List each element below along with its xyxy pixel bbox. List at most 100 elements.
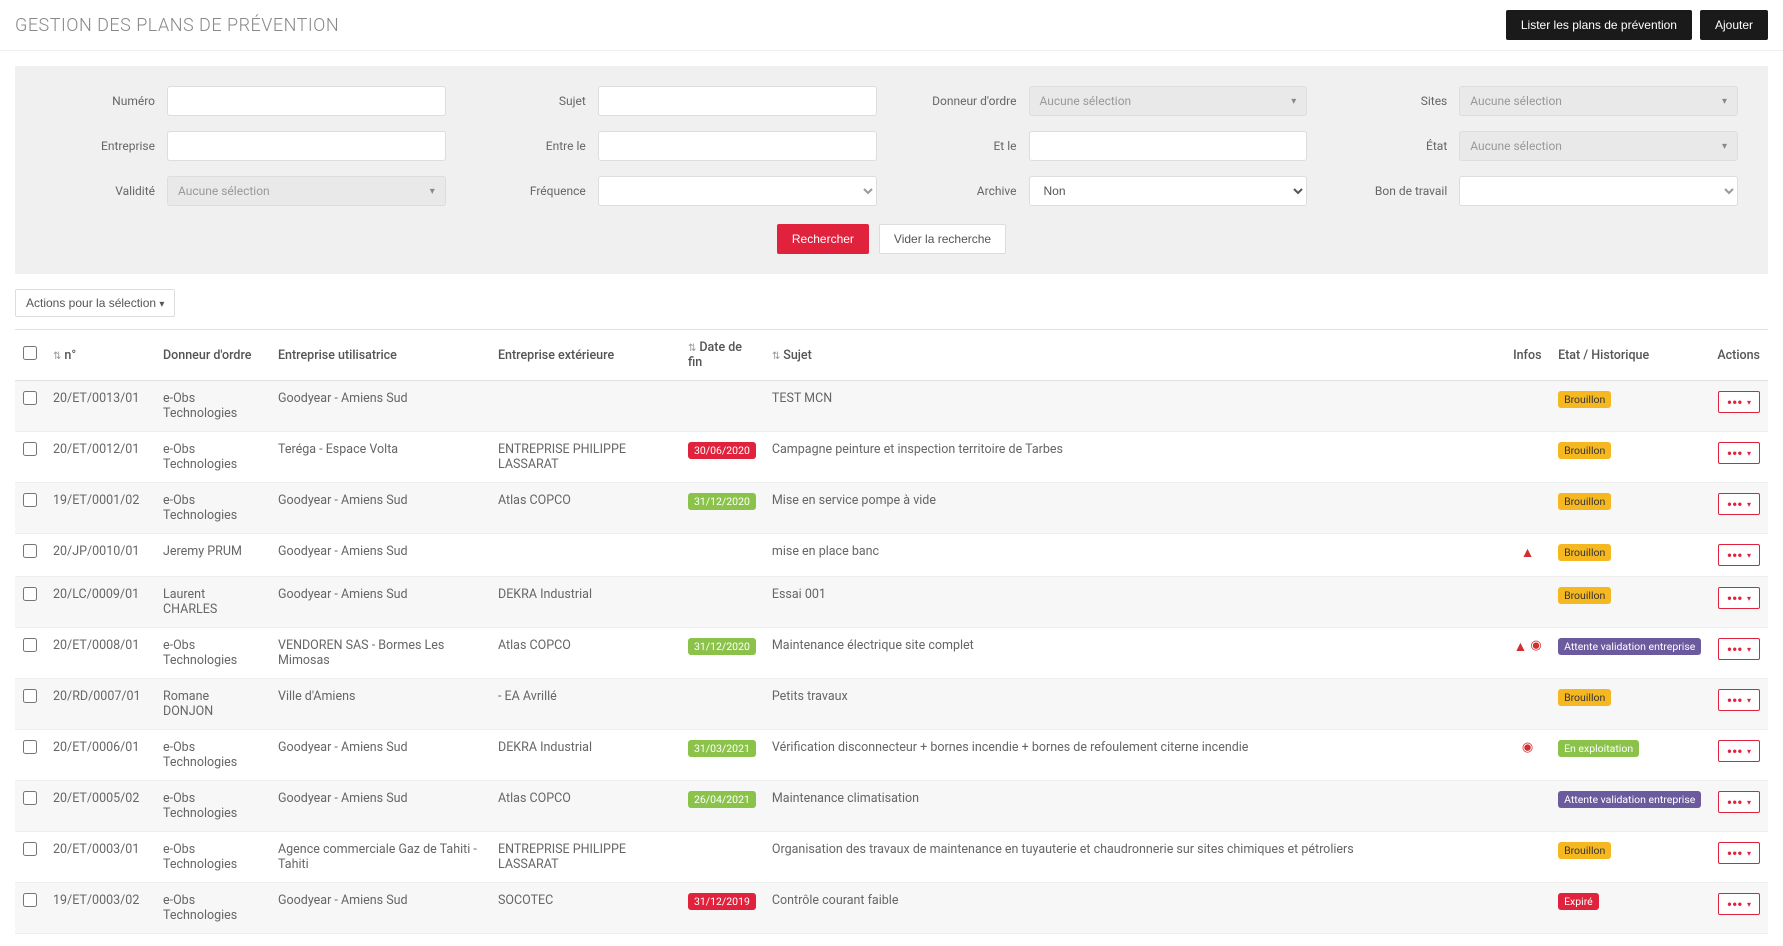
sort-icon: ⇅ — [772, 351, 780, 362]
filter-input-entre-le[interactable] — [598, 131, 877, 161]
cell-infos — [1505, 483, 1550, 534]
cell-infos — [1505, 883, 1550, 934]
filter-select-bon-travail[interactable] — [1459, 176, 1738, 206]
cell-ext: ENTREPRISE PHILIPPE LASSARAT — [490, 432, 680, 483]
row-checkbox[interactable] — [23, 689, 37, 703]
row-actions-button[interactable]: •••▾ — [1718, 791, 1760, 813]
clear-search-button[interactable]: Vider la recherche — [879, 224, 1006, 254]
add-button[interactable]: Ajouter — [1700, 10, 1768, 40]
plans-table: ⇅n° Donneur d'ordre Entreprise utilisatr… — [15, 329, 1768, 934]
warning-icon: ▲ — [1521, 544, 1535, 561]
row-actions-button[interactable]: •••▾ — [1718, 740, 1760, 762]
list-plans-button[interactable]: Lister les plans de prévention — [1506, 10, 1692, 40]
cell-etat: Brouillon — [1550, 679, 1709, 730]
filter-label-entre-le: Entre le — [476, 139, 586, 153]
col-header-infos: Infos — [1505, 330, 1550, 381]
row-checkbox[interactable] — [23, 638, 37, 652]
select-all-checkbox[interactable] — [23, 346, 37, 360]
dots-icon: ••• — [1727, 642, 1743, 656]
page-header: GESTION DES PLANS DE PRÉVENTION Lister l… — [0, 0, 1783, 51]
row-checkbox[interactable] — [23, 442, 37, 456]
table-row: 19/ET/0001/02 e-Obs Technologies Goodyea… — [15, 483, 1768, 534]
cell-ext: Atlas COPCO — [490, 781, 680, 832]
cell-util: Ville d'Amiens — [270, 679, 490, 730]
col-header-actions: Actions — [1709, 330, 1768, 381]
cell-util: Goodyear - Amiens Sud — [270, 534, 490, 577]
date-badge: 30/06/2020 — [688, 442, 756, 459]
cell-sujet: Petits travaux — [764, 679, 1505, 730]
col-header-date[interactable]: ⇅Date de fin — [680, 330, 764, 381]
row-actions-button[interactable]: •••▾ — [1718, 544, 1760, 566]
chevron-down-icon: ▾ — [1291, 96, 1296, 107]
filter-select-frequence[interactable] — [598, 176, 877, 206]
cell-num: 20/ET/0006/01 — [45, 730, 155, 781]
cell-donneur: e-Obs Technologies — [155, 381, 270, 432]
filter-label-donneur: Donneur d'ordre — [907, 94, 1017, 108]
cell-sujet: Maintenance climatisation — [764, 781, 1505, 832]
row-actions-button[interactable]: •••▾ — [1718, 493, 1760, 515]
filter-input-sujet[interactable] — [598, 86, 877, 116]
row-checkbox[interactable] — [23, 740, 37, 754]
sort-icon: ⇅ — [53, 351, 61, 362]
cell-infos — [1505, 832, 1550, 883]
row-actions-button[interactable]: •••▾ — [1718, 893, 1760, 915]
chevron-down-icon: ▾ — [1722, 96, 1727, 107]
search-button[interactable]: Rechercher — [777, 224, 869, 254]
cell-num: 20/LC/0009/01 — [45, 577, 155, 628]
row-actions-button[interactable]: •••▾ — [1718, 442, 1760, 464]
cell-num: 20/ET/0005/02 — [45, 781, 155, 832]
col-header-ext[interactable]: Entreprise extérieure — [490, 330, 680, 381]
cell-etat: Brouillon — [1550, 577, 1709, 628]
cell-etat: Brouillon — [1550, 483, 1709, 534]
status-badge: Attente validation entreprise — [1558, 791, 1701, 808]
row-actions-button[interactable]: •••▾ — [1718, 391, 1760, 413]
date-badge: 26/04/2021 — [688, 791, 756, 808]
row-checkbox[interactable] — [23, 391, 37, 405]
date-badge: 31/03/2021 — [688, 740, 756, 757]
row-actions-button[interactable]: •••▾ — [1718, 587, 1760, 609]
filter-select-donneur[interactable]: Aucune sélection ▾ — [1029, 86, 1308, 116]
filter-label-etat: État — [1337, 139, 1447, 153]
filter-select-archive[interactable]: Non — [1029, 176, 1308, 206]
bulk-actions-button[interactable]: Actions pour la sélection ▾ — [15, 289, 175, 317]
cell-ext — [490, 534, 680, 577]
filter-input-numero[interactable] — [167, 86, 446, 116]
cell-sujet: Mise en service pompe à vide — [764, 483, 1505, 534]
row-checkbox[interactable] — [23, 544, 37, 558]
cell-etat: En exploitation — [1550, 730, 1709, 781]
cell-sujet: Maintenance électrique site complet — [764, 628, 1505, 679]
col-header-util[interactable]: Entreprise utilisatrice — [270, 330, 490, 381]
row-checkbox[interactable] — [23, 842, 37, 856]
header-buttons: Lister les plans de prévention Ajouter — [1506, 10, 1768, 40]
row-actions-button[interactable]: •••▾ — [1718, 842, 1760, 864]
filter-input-entreprise[interactable] — [167, 131, 446, 161]
cell-date — [680, 577, 764, 628]
filter-label-frequence: Fréquence — [476, 184, 586, 198]
col-header-donneur[interactable]: Donneur d'ordre — [155, 330, 270, 381]
filter-select-sites[interactable]: Aucune sélection ▾ — [1459, 86, 1738, 116]
cell-infos — [1505, 432, 1550, 483]
row-actions-button[interactable]: •••▾ — [1718, 638, 1760, 660]
filter-select-validite[interactable]: Aucune sélection ▾ — [167, 176, 446, 206]
col-header-num[interactable]: ⇅n° — [45, 330, 155, 381]
cell-infos — [1505, 781, 1550, 832]
row-checkbox[interactable] — [23, 791, 37, 805]
filter-label-sites: Sites — [1337, 94, 1447, 108]
cell-util: Goodyear - Amiens Sud — [270, 577, 490, 628]
col-header-sujet[interactable]: ⇅Sujet — [764, 330, 1505, 381]
cell-ext: Atlas COPCO — [490, 628, 680, 679]
cell-ext — [490, 381, 680, 432]
cell-infos: ◉ — [1505, 730, 1550, 781]
cell-num: 20/ET/0008/01 — [45, 628, 155, 679]
cell-util: Agence commerciale Gaz de Tahiti - Tahit… — [270, 832, 490, 883]
row-checkbox[interactable] — [23, 893, 37, 907]
filter-select-etat[interactable]: Aucune sélection ▾ — [1459, 131, 1738, 161]
filter-input-et-le[interactable] — [1029, 131, 1308, 161]
row-actions-button[interactable]: •••▾ — [1718, 689, 1760, 711]
row-checkbox[interactable] — [23, 493, 37, 507]
row-checkbox[interactable] — [23, 587, 37, 601]
page-title: GESTION DES PLANS DE PRÉVENTION — [15, 15, 339, 36]
status-badge: Brouillon — [1558, 587, 1611, 604]
chevron-down-icon: ▾ — [1747, 500, 1751, 509]
cell-donneur: e-Obs Technologies — [155, 483, 270, 534]
